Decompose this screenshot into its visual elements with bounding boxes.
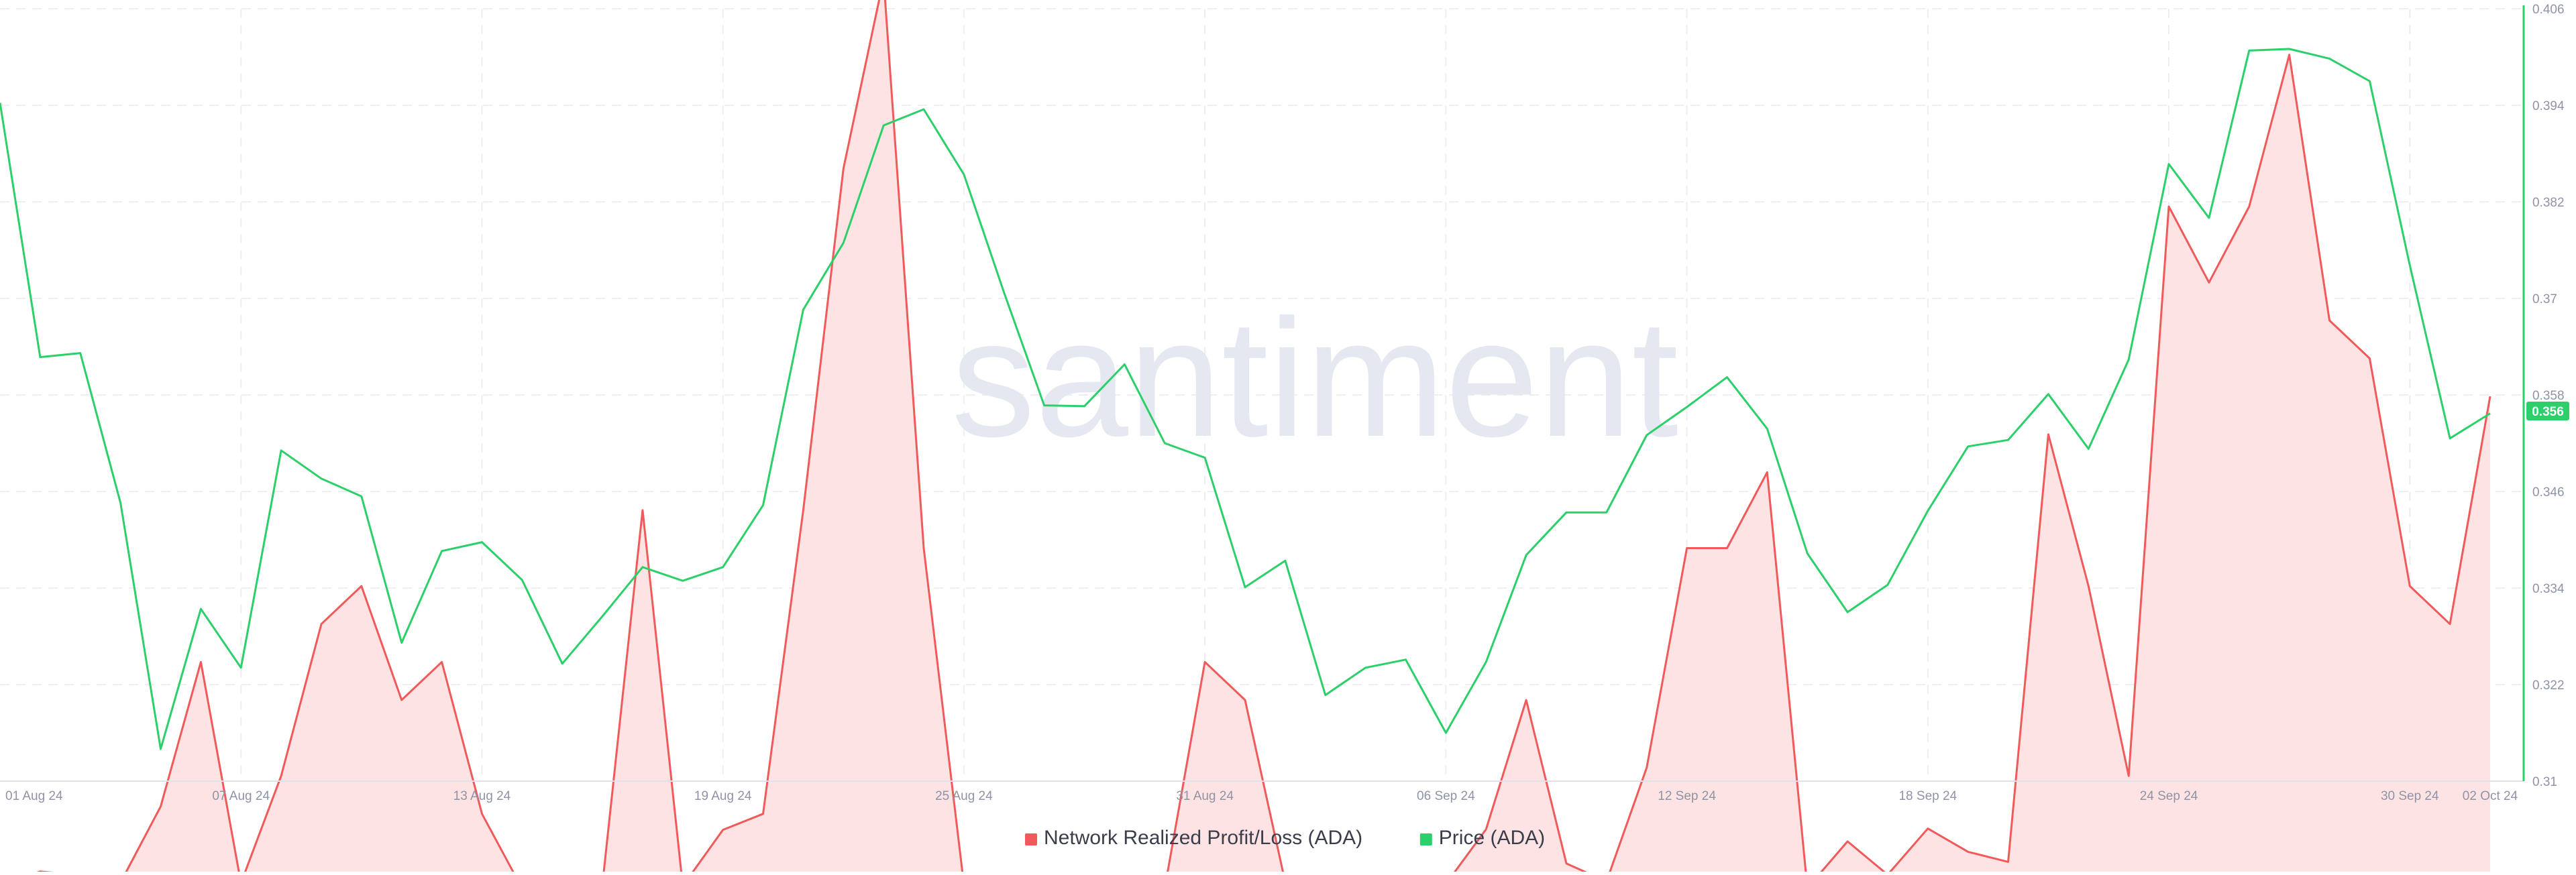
y-tick-label: 0.31 [2532, 775, 2557, 789]
y-tick-label: 0.382 [2532, 196, 2565, 210]
axis-layer: 0.31 0.322 0.334 0.346 0.358 0.37 0.382 0.394 0.… [0, 3, 2569, 803]
x-tick-label: 07 Aug 24 [212, 789, 270, 803]
x-tick-label: 25 Aug 24 [935, 789, 993, 803]
y-tick-label: 0.346 [2532, 485, 2565, 500]
y-tick-label: 0.37 [2532, 292, 2557, 306]
y-tick-label: 0.394 [2532, 99, 2565, 113]
x-tick-label: 19 Aug 24 [694, 789, 752, 803]
legend-label: Network Realized Profit/Loss (ADA) [1044, 827, 1362, 849]
legend-label: Price (ADA) [1439, 827, 1545, 849]
y-tick-label: 0.358 [2532, 389, 2565, 403]
price-last-value-badge [2526, 402, 2569, 420]
legend: Network Realized Profit/Loss (ADA) Price … [1025, 827, 1545, 849]
profit-loss-line [27, 0, 2491, 875]
x-tick-label: 13 Aug 24 [453, 789, 511, 803]
series-layer [0, 0, 2491, 875]
grid-layer [0, 8, 2524, 782]
profit-loss-area [30, 0, 2490, 875]
legend-swatch [1025, 833, 1037, 845]
y-tick-label: 0.322 [2532, 679, 2565, 693]
price-last-value-label: 0.356 [2532, 405, 2564, 419]
santiment-watermark: santiment [951, 284, 1678, 471]
x-tick-label: 24 Sep 24 [2140, 789, 2198, 803]
x-tick-label: 12 Sep 24 [1658, 789, 1716, 803]
legend-item[interactable]: Network Realized Profit/Loss (ADA) [1025, 827, 1362, 849]
y-tick-label: 0.334 [2532, 582, 2565, 596]
x-tick-label: 18 Sep 24 [1898, 789, 1957, 803]
x-tick-label: 06 Sep 24 [1417, 789, 1475, 803]
x-tick-label: 02 Oct 24 [2463, 789, 2518, 803]
legend-item[interactable]: Price (ADA) [1419, 827, 1545, 849]
price-line [0, 48, 2491, 750]
legend-swatch [1419, 833, 1432, 845]
x-tick-label: 01 Aug 24 [5, 789, 63, 803]
x-tick-label: 30 Sep 24 [2381, 789, 2439, 803]
y-tick-label: 0.406 [2532, 3, 2565, 17]
x-tick-label: 31 Aug 24 [1176, 789, 1234, 803]
